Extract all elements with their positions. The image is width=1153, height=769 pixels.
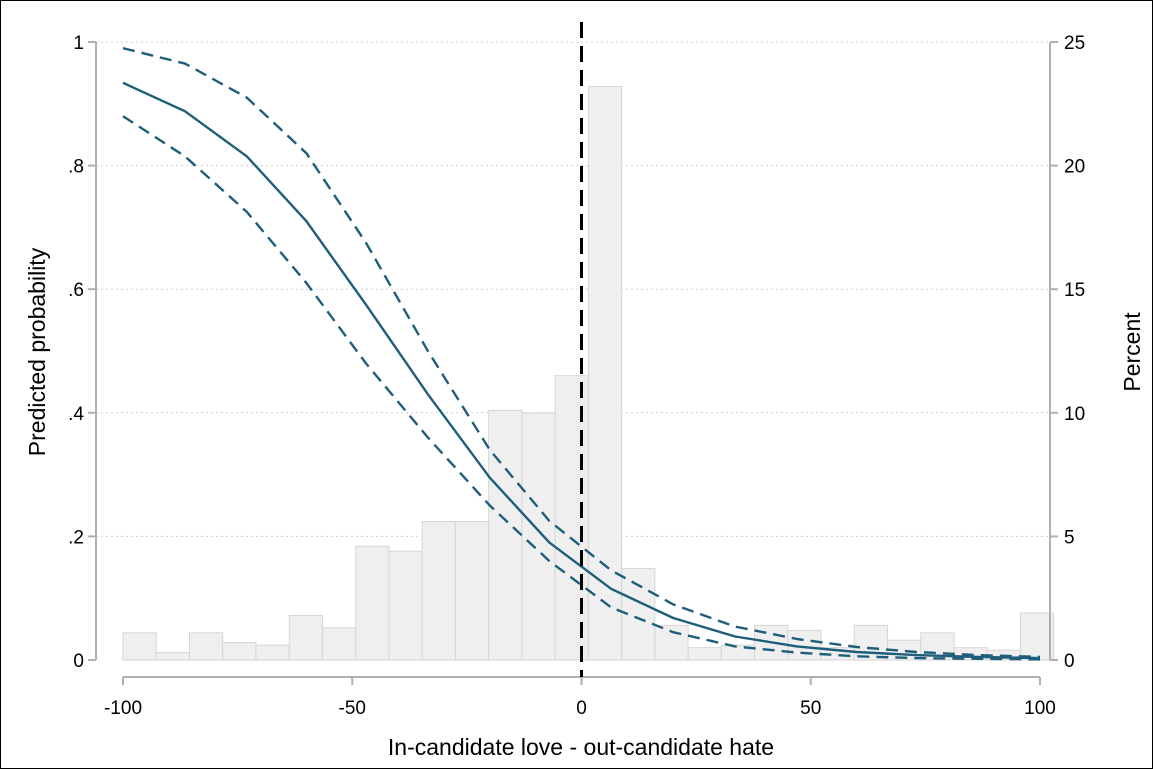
x-tick-label: -100	[104, 698, 142, 719]
y2-axis-title: Percent	[1119, 312, 1145, 392]
histogram-bar	[255, 644, 290, 661]
histogram-bar	[1020, 612, 1055, 661]
histogram-bar	[355, 545, 390, 661]
y-tick-label: 0	[73, 651, 84, 672]
histogram-bar	[188, 632, 224, 661]
histogram-bar	[488, 409, 523, 661]
y-tick-label: .4	[68, 404, 84, 425]
y-tick-label: .6	[68, 280, 84, 301]
histogram-bar	[521, 412, 556, 661]
y2-tick-label: 20	[1064, 157, 1085, 178]
x-tick-label: -50	[339, 698, 366, 719]
y-tick-label: 1	[73, 33, 84, 54]
histogram-bar	[321, 627, 357, 661]
y-tick-label: .2	[68, 527, 84, 548]
y-axis-title: Predicted probability	[24, 247, 50, 456]
y2-tick-label: 5	[1064, 527, 1075, 548]
confidence-band-line	[122, 47, 1041, 659]
x-axis-title: In-candidate love - out-candidate hate	[388, 734, 774, 760]
histogram-bar	[388, 550, 423, 661]
histogram-bar	[853, 624, 889, 661]
histogram-bar	[421, 521, 456, 661]
histogram-bar	[222, 642, 257, 661]
x-tick-label: 50	[800, 698, 821, 719]
histogram-bar	[288, 615, 323, 661]
confidence-band-line	[122, 115, 1041, 661]
x-tick-label: 100	[1024, 698, 1056, 719]
y2-tick-label: 10	[1064, 404, 1085, 425]
prediction-lines	[122, 47, 1041, 661]
histogram-bar	[122, 632, 157, 661]
histogram-bar	[554, 375, 589, 661]
y2-tick-label: 0	[1064, 651, 1075, 672]
y-tick-label: .8	[68, 157, 84, 178]
x-tick-label: 0	[576, 698, 587, 719]
y2-tick-label: 15	[1064, 280, 1085, 301]
histogram-bar	[155, 652, 190, 661]
histogram-bar	[454, 521, 490, 661]
histogram-bar	[687, 647, 722, 661]
y2-tick-label: 25	[1064, 33, 1085, 54]
